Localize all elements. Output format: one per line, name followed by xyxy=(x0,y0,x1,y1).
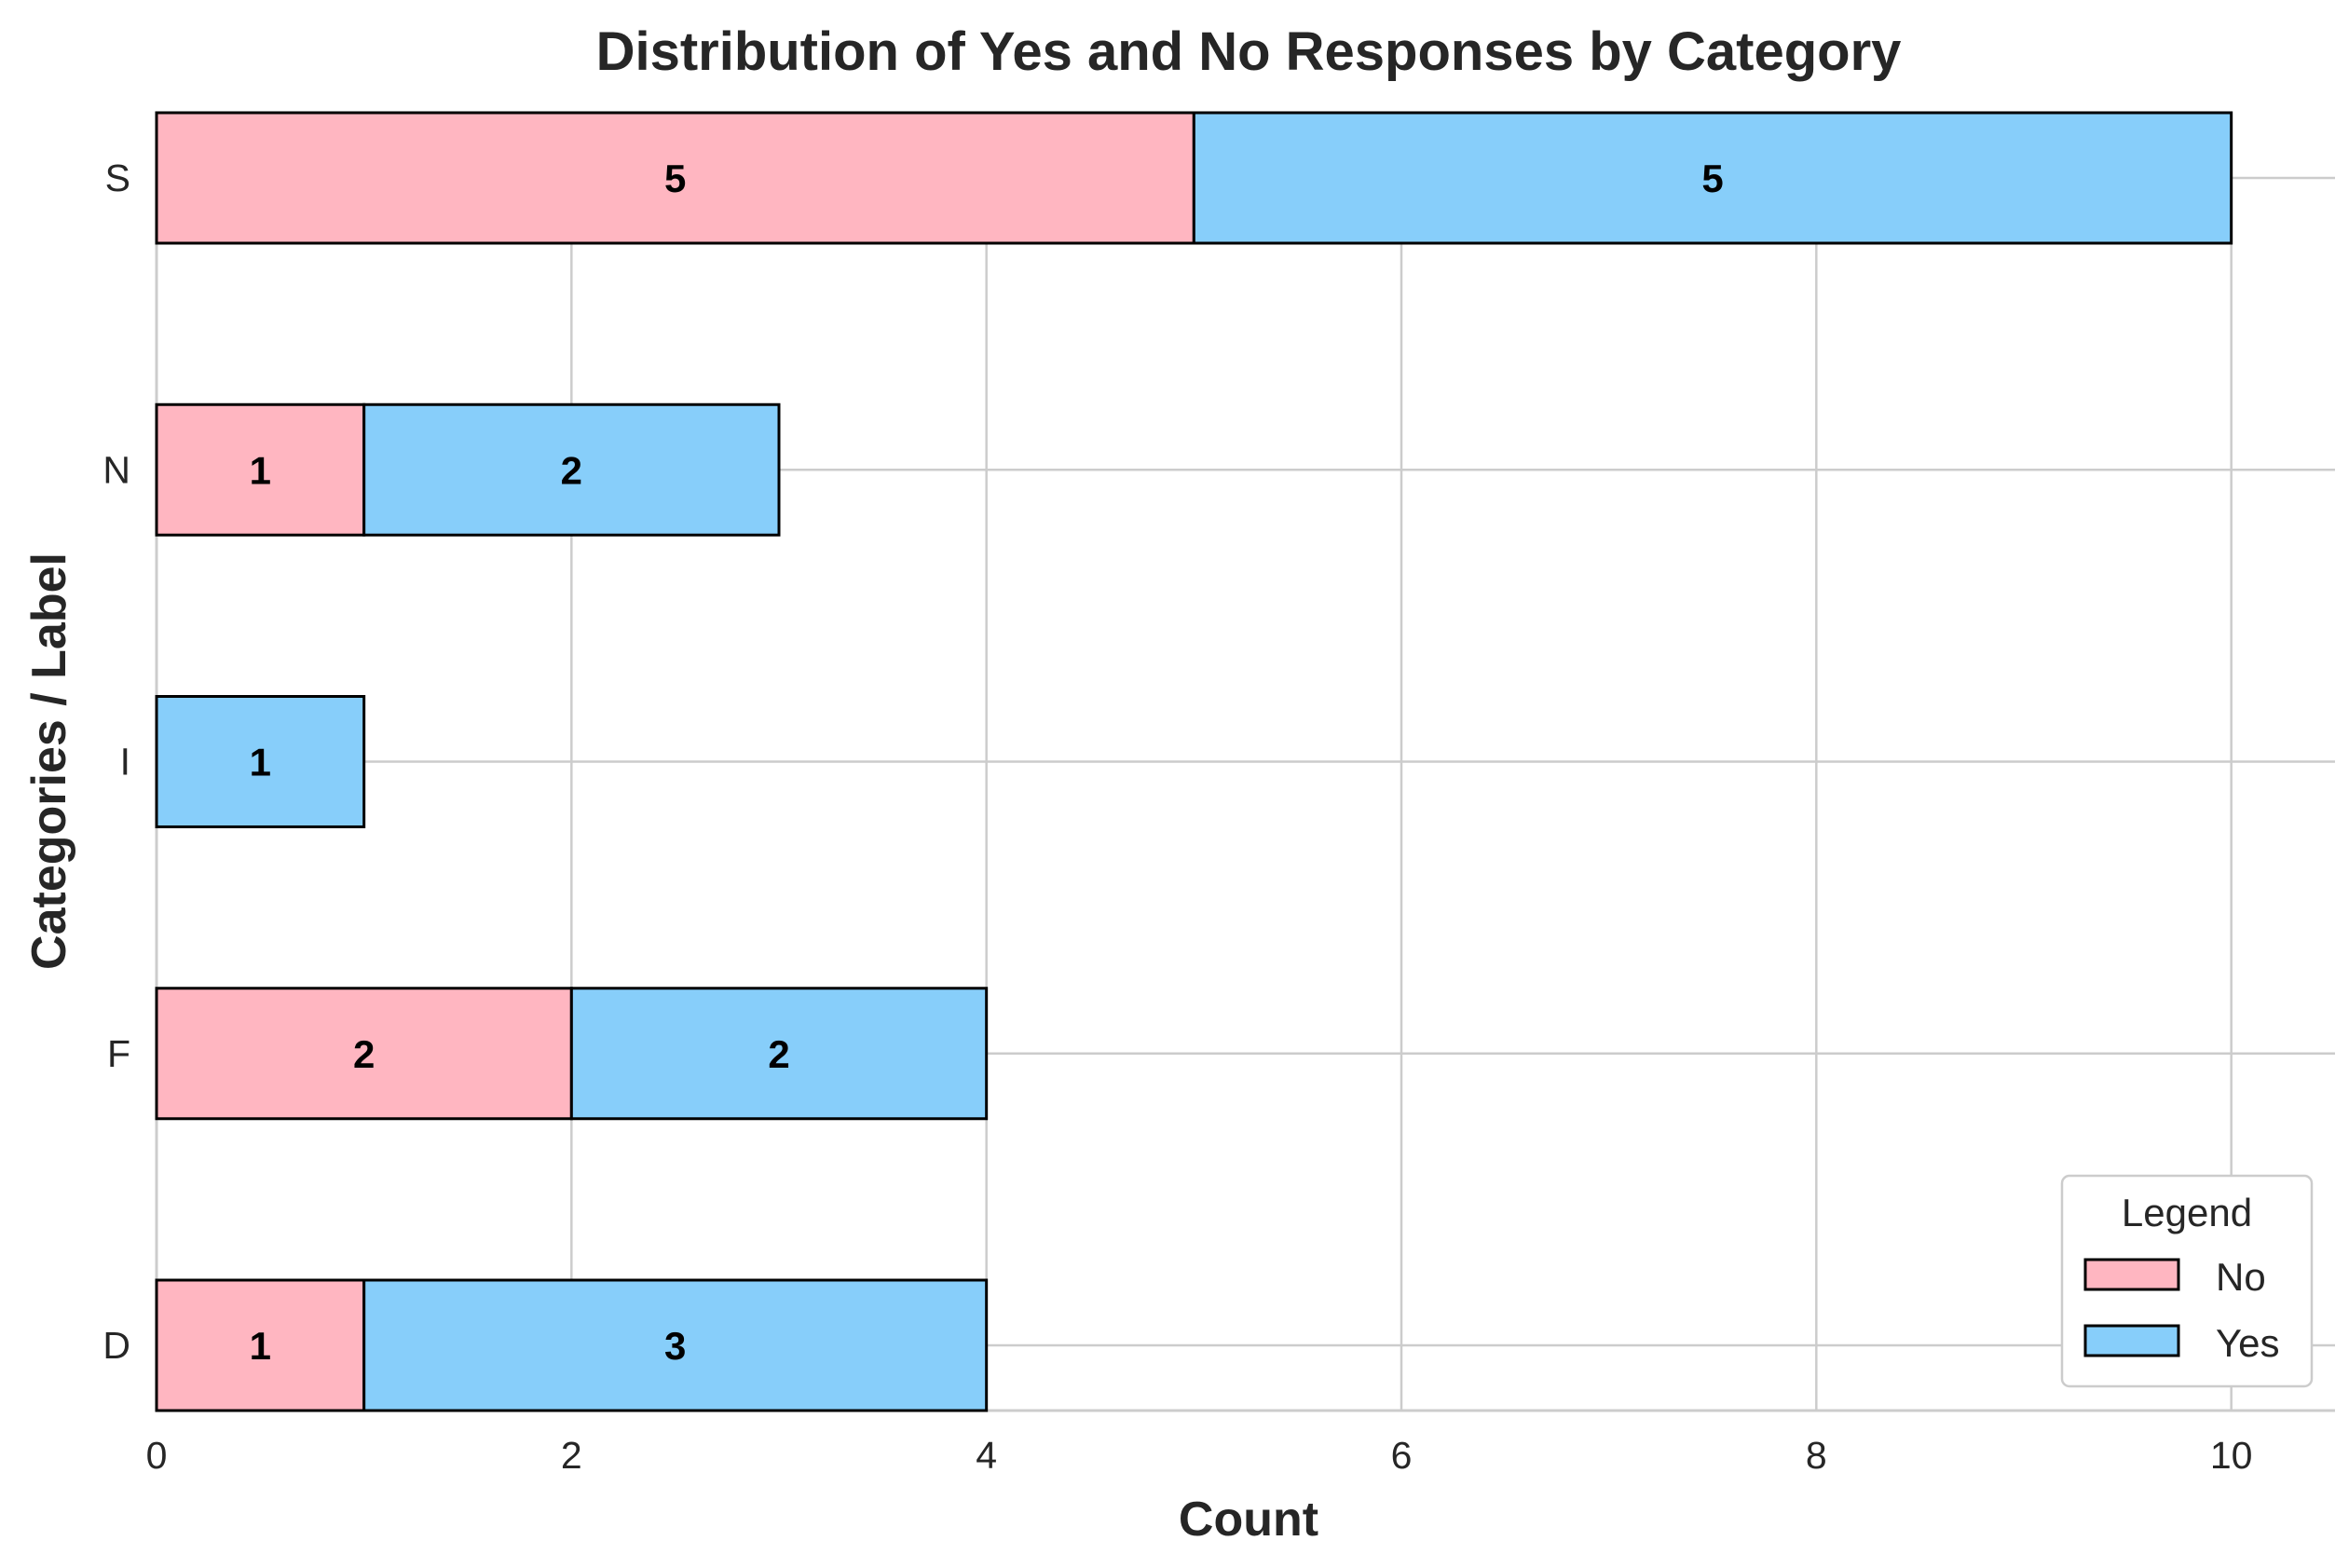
legend-swatch-no xyxy=(2083,1258,2180,1291)
bar-yes-S xyxy=(1192,111,2233,245)
legend-swatch-yes xyxy=(2083,1324,2180,1357)
x-tick-label: 8 xyxy=(1806,1434,1827,1477)
bar-yes-I xyxy=(155,695,366,828)
y-tick-label: S xyxy=(105,157,130,199)
y-tick-label: I xyxy=(120,741,130,784)
bar-value-label: 1 xyxy=(250,741,271,784)
bar-no-N xyxy=(155,402,366,537)
x-tick-label: 2 xyxy=(561,1434,582,1477)
bar-value-label: 2 xyxy=(353,1032,375,1076)
bar-value-label: 5 xyxy=(664,157,686,200)
grid xyxy=(155,113,2335,1411)
y-tick-label: N xyxy=(102,448,130,491)
bar-value-label: 2 xyxy=(561,448,582,492)
bar-value-label: 1 xyxy=(250,448,271,492)
x-tick-label: 4 xyxy=(976,1434,997,1477)
bar-value-label: 2 xyxy=(768,1032,789,1076)
bar-value-label: 3 xyxy=(664,1324,686,1368)
bars xyxy=(155,111,2233,1412)
legend: Legend No Yes xyxy=(2060,1174,2314,1388)
y-tick-label: D xyxy=(102,1324,130,1367)
y-axis-label: Categories / Label xyxy=(22,552,76,970)
y-tick-label: F xyxy=(107,1032,130,1075)
bar-yes-N xyxy=(362,402,781,537)
x-tick-label: 10 xyxy=(2210,1434,2253,1477)
bar-labels: 1 3 2 2 1 1 2 5 5 xyxy=(250,157,1724,1368)
y-axis-ticks: D F I N S xyxy=(102,157,130,1367)
bar-yes-F xyxy=(569,987,989,1121)
x-axis-label: Count xyxy=(1179,1493,1318,1547)
x-tick-label: 6 xyxy=(1391,1434,1413,1477)
legend-label-no: No xyxy=(2216,1255,2266,1299)
chart-title: Distribution of Yes and No Responses by … xyxy=(596,21,1902,82)
legend-title: Legend xyxy=(2122,1191,2252,1234)
x-axis-ticks: 0 2 4 6 8 10 xyxy=(146,1434,2253,1477)
bar-yes-D xyxy=(362,1278,989,1412)
bar-value-label: 5 xyxy=(1701,157,1723,200)
bar-value-label: 1 xyxy=(250,1324,271,1368)
bar-no-F xyxy=(155,987,573,1121)
legend-label-yes: Yes xyxy=(2216,1321,2280,1365)
x-tick-label: 0 xyxy=(146,1434,168,1477)
